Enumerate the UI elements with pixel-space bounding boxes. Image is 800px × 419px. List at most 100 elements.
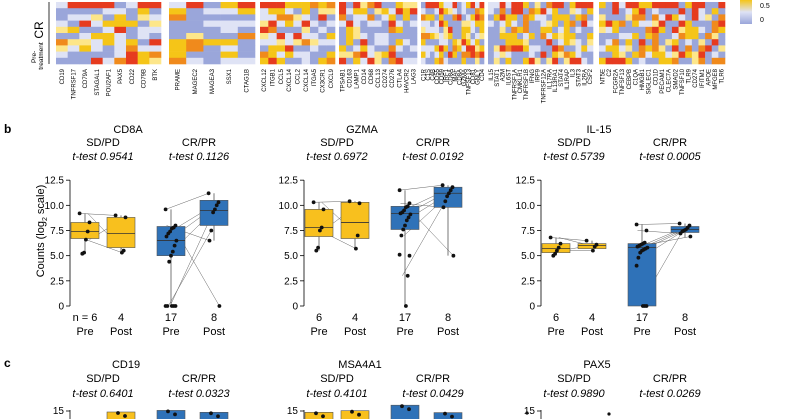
heatmap-cell <box>493 57 500 65</box>
heatmap-cell <box>546 26 553 34</box>
heatmap-cell <box>56 26 68 34</box>
heatmap-cell <box>318 45 327 52</box>
heatmap-cell <box>421 51 426 59</box>
data-point <box>87 220 92 225</box>
heatmap-cell <box>268 57 277 65</box>
heatmap-cell <box>425 8 431 15</box>
data-point <box>166 409 170 414</box>
heatmap-cell <box>237 8 256 15</box>
gene-label: MAGEC2 <box>193 68 199 94</box>
heatmap-cell <box>540 26 547 34</box>
heatmap-cell <box>461 45 467 52</box>
gene-label: IL1RAP <box>565 69 571 90</box>
heatmap-cell <box>711 45 719 52</box>
data-point <box>214 203 219 208</box>
cr-group-label: CR <box>32 21 46 39</box>
heatmap-cell <box>479 2 485 9</box>
heatmap-cell <box>705 2 713 9</box>
heatmap-cell <box>186 39 204 46</box>
heatmap-cell <box>652 14 659 21</box>
heatmap-cell <box>488 8 495 15</box>
heatmap-cell <box>360 8 368 15</box>
gene-label: TNFSF13 <box>466 68 472 95</box>
heatmap-cell <box>479 26 485 34</box>
data-point <box>451 253 456 258</box>
pair-line <box>402 201 446 276</box>
heatmap-cell <box>102 57 115 65</box>
heatmap-cell <box>632 8 640 15</box>
panel-title: IL-15 <box>586 124 611 136</box>
data-point <box>592 244 597 249</box>
heatmap-cell <box>457 14 462 21</box>
heatmap-cell <box>425 39 431 46</box>
heatmap-cell <box>339 51 347 59</box>
data-point <box>634 222 639 227</box>
heatmap-cell <box>499 33 506 40</box>
data-point <box>398 211 403 216</box>
heatmap-cell <box>421 57 426 65</box>
gene-label: MAF <box>453 69 459 82</box>
heatmap-cell <box>285 2 294 9</box>
heatmap-cell <box>523 8 530 15</box>
heatmap-cell <box>479 57 485 65</box>
heatmap-cell <box>466 2 471 9</box>
heatmap-cell <box>461 8 467 15</box>
heatmap-cell <box>360 45 368 52</box>
heatmap-cell <box>126 57 138 65</box>
heatmap-cell <box>685 8 693 15</box>
heatmap-cell <box>645 20 653 28</box>
heatmap-cell <box>678 8 686 15</box>
heatmap-cell <box>293 14 302 21</box>
heatmap-cell <box>439 39 444 46</box>
heatmap-cell <box>102 20 115 28</box>
heatmap-cell <box>268 45 277 52</box>
heatmap-cell <box>569 33 576 40</box>
data-point <box>678 231 683 236</box>
heatmap-cell <box>434 45 440 52</box>
heatmap-cell <box>339 39 347 46</box>
heatmap-cell <box>718 20 726 28</box>
heatmap-cell <box>434 26 440 34</box>
heatmap-cell <box>499 57 506 65</box>
heatmap-cell <box>671 45 679 52</box>
heatmap-cell <box>523 20 530 28</box>
heatmap-cell <box>285 51 294 59</box>
heatmap-cell <box>102 2 115 9</box>
heatmap-cell <box>339 14 347 21</box>
y-tick-label: 2.5 <box>521 276 535 287</box>
x-tick-label: Pre <box>633 326 650 338</box>
heatmap-cell <box>534 20 541 28</box>
heatmap-cell <box>285 45 294 52</box>
data-point <box>211 210 216 215</box>
heatmap-cell <box>268 51 277 59</box>
heatmap-cell <box>718 57 726 65</box>
heatmap-cell <box>186 14 204 21</box>
heatmap-cell <box>652 45 659 52</box>
heatmap-cell <box>56 14 68 21</box>
gene-label: TNFRSF1B <box>524 69 530 100</box>
heatmap-cell <box>457 20 462 28</box>
heatmap-cell <box>658 20 666 28</box>
heatmap-cell <box>220 14 239 21</box>
data-point <box>311 200 316 205</box>
heatmap-cell <box>79 39 92 46</box>
heatmap-cell <box>79 51 92 59</box>
heatmap-cell <box>91 2 103 9</box>
heatmap-cell <box>91 45 103 52</box>
heatmap-cell <box>293 45 302 52</box>
n-count: 8 <box>445 312 451 324</box>
heatmap-cell <box>126 8 138 15</box>
heatmap-cell <box>91 20 103 28</box>
heatmap-cell <box>612 45 620 52</box>
heatmap-cell <box>448 26 453 34</box>
n-count: 8 <box>682 312 688 324</box>
gene-label: CTAG1B <box>244 69 250 93</box>
heatmap-cell <box>552 51 559 59</box>
ttest-label: t-test 0.0429 <box>402 388 463 400</box>
heatmap-cell <box>310 26 319 34</box>
heatmap-cell <box>575 14 582 21</box>
heatmap-cell <box>276 20 286 28</box>
data-point <box>314 248 319 253</box>
heatmap-cell <box>575 20 582 28</box>
heatmap-cell <box>678 45 686 52</box>
